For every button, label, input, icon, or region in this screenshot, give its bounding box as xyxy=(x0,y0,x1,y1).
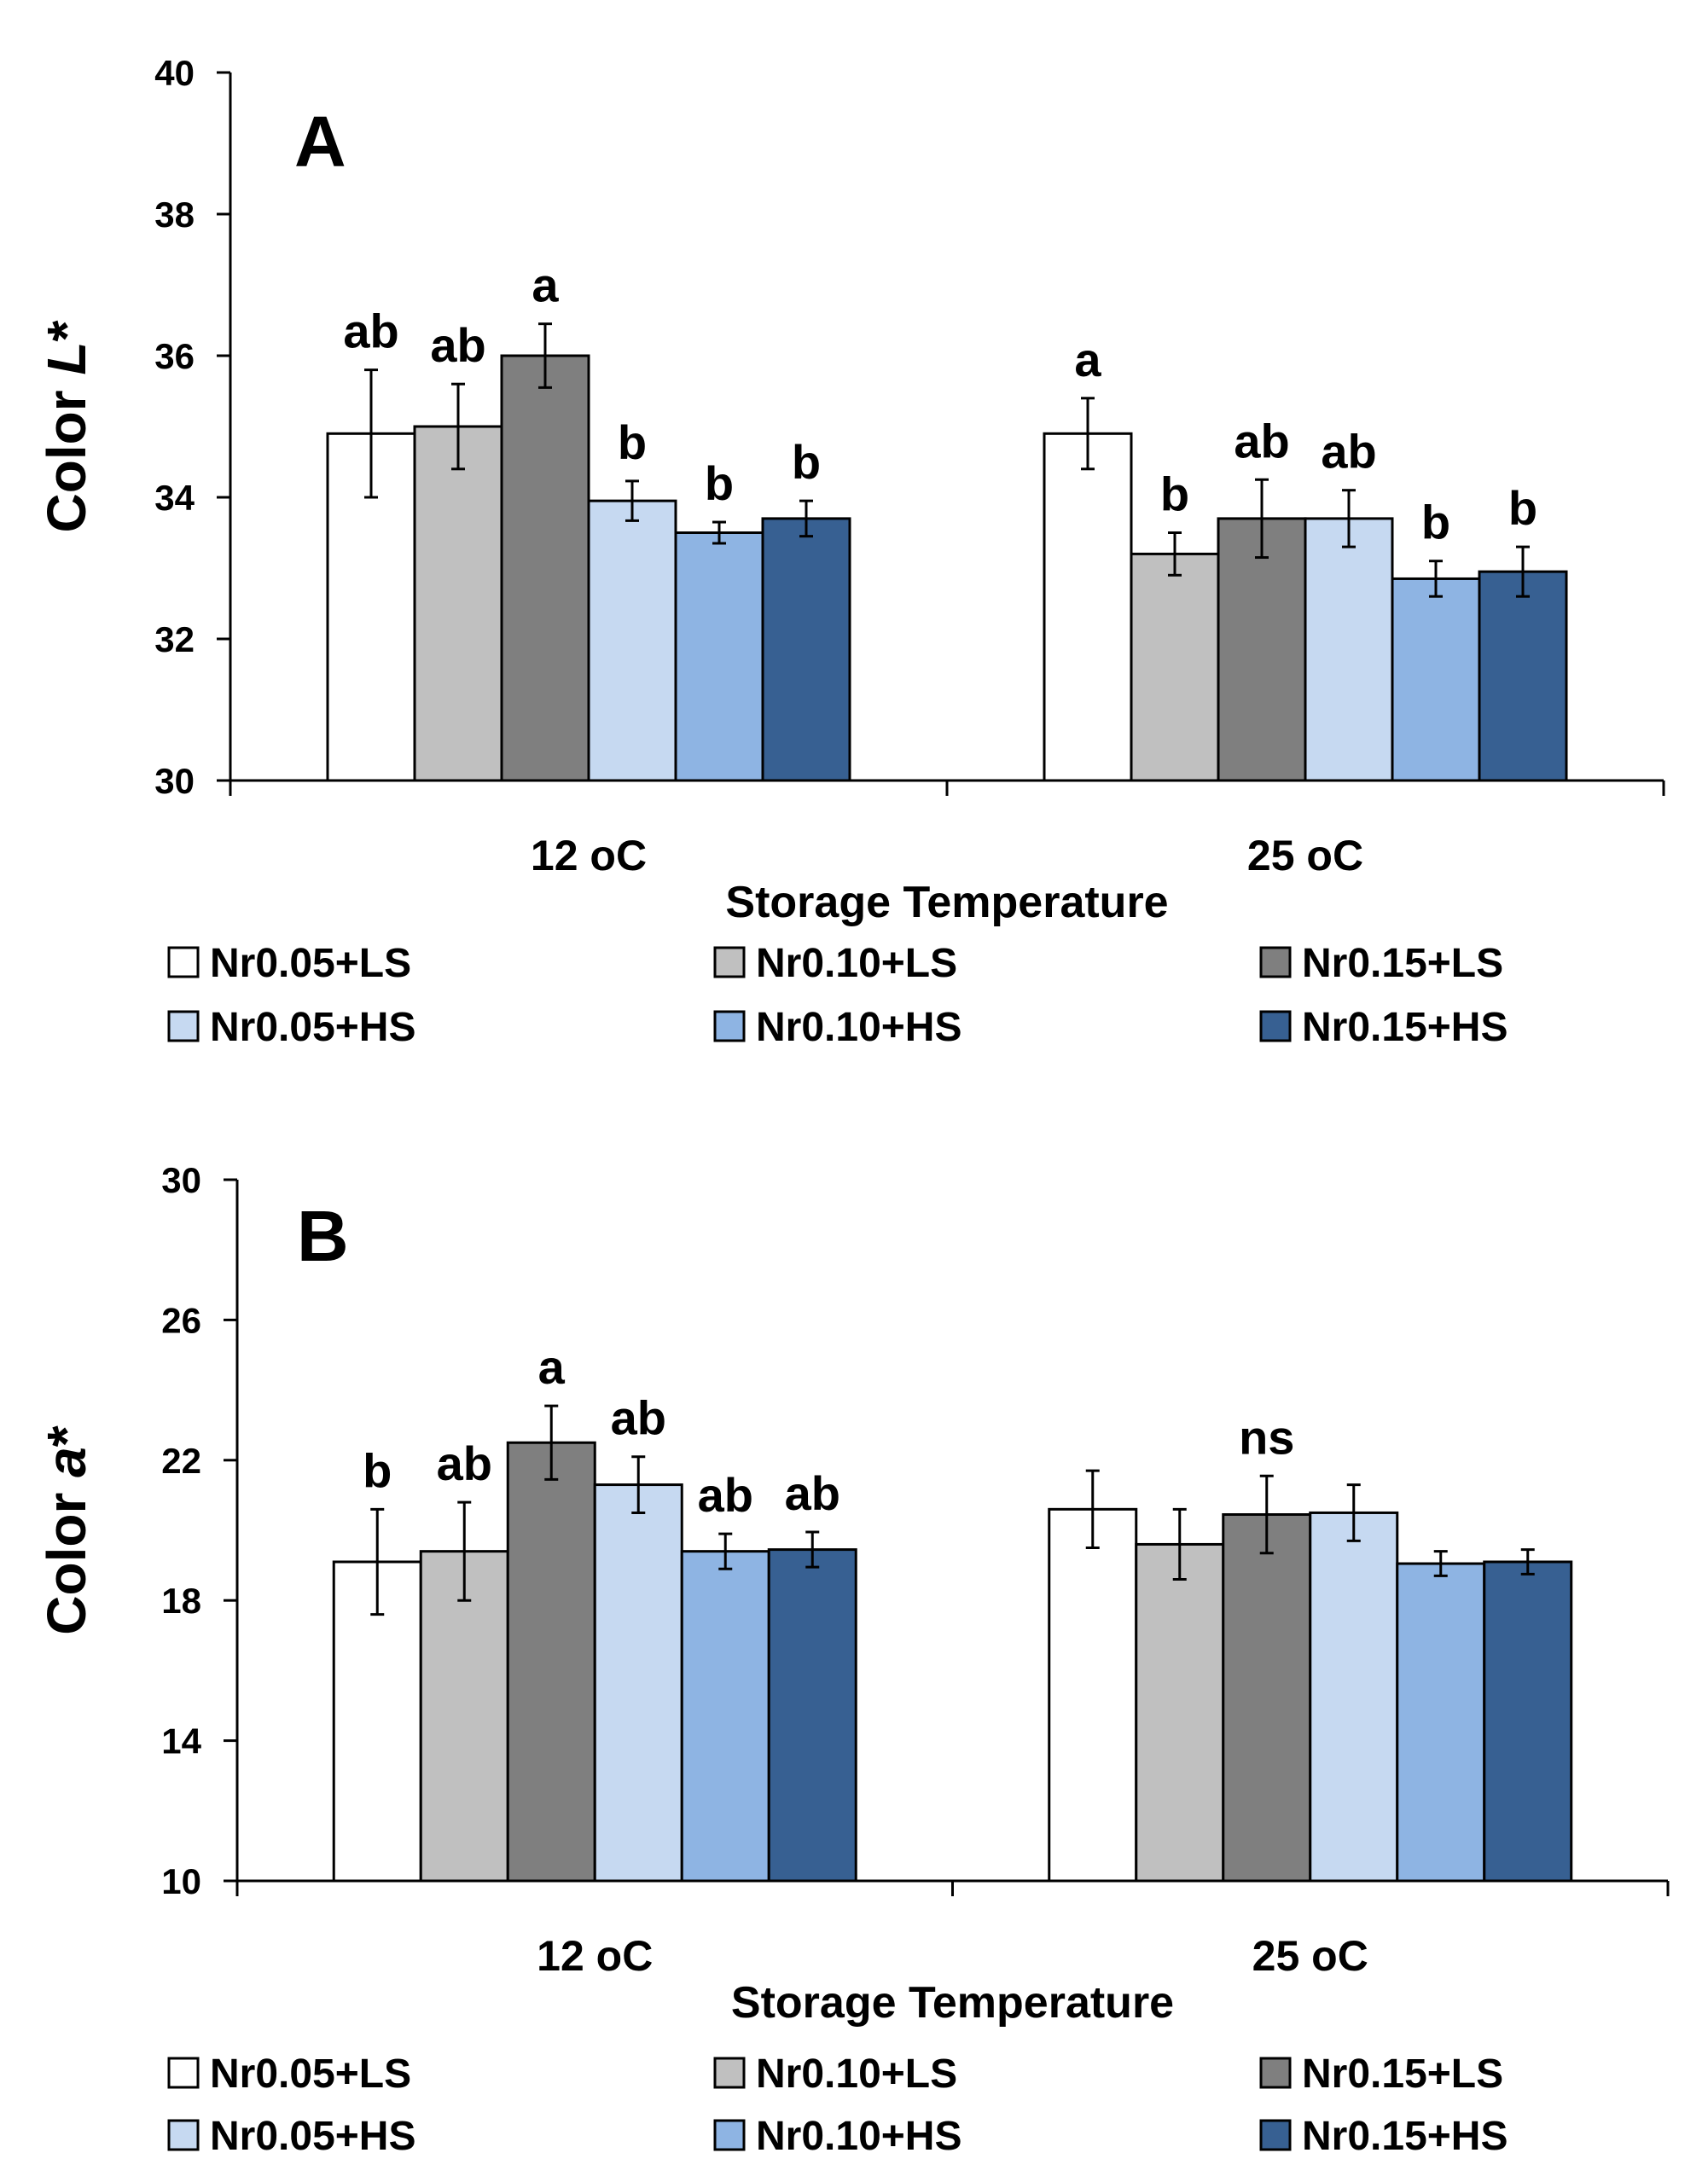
significance-label: ab xyxy=(698,1468,753,1522)
bar xyxy=(506,1441,596,1883)
y-axis-title-variable: a xyxy=(36,1447,97,1477)
legend-swatch xyxy=(167,946,200,978)
y-tick-label: 26 xyxy=(161,1300,201,1340)
y-axis-title-prefix: Color xyxy=(36,375,97,533)
bar xyxy=(419,1550,509,1883)
y-axis-title-suffix: * xyxy=(36,1425,97,1447)
legend-label: Nr0.15+LS xyxy=(1302,2051,1503,2097)
legend-swatch xyxy=(1259,2057,1292,2089)
bar xyxy=(1135,1542,1225,1883)
bar xyxy=(587,499,677,782)
significance-label: b xyxy=(618,415,647,469)
bar xyxy=(1222,1513,1312,1883)
y-axis-title-suffix: * xyxy=(36,320,97,341)
legend-label: Nr0.05+HS xyxy=(210,1005,415,1050)
bar xyxy=(1483,1560,1573,1883)
x-axis-title: Storage Temperature xyxy=(725,878,1168,927)
bar xyxy=(680,1550,770,1883)
bar xyxy=(674,531,764,782)
legend-label: Nr0.05+LS xyxy=(210,941,411,986)
significance-label: b xyxy=(1160,467,1189,521)
legend-swatch xyxy=(713,1010,746,1042)
legend-label: Nr0.10+HS xyxy=(756,2114,961,2159)
bar xyxy=(767,1548,857,1883)
legend-swatch xyxy=(1259,1010,1292,1042)
significance-label: b xyxy=(705,456,734,510)
legend-swatch xyxy=(1259,946,1292,978)
y-tick-label: 36 xyxy=(154,336,195,376)
y-tick-label: 14 xyxy=(161,1721,201,1761)
y-tick-label: 32 xyxy=(154,619,195,659)
legend-label: Nr0.10+LS xyxy=(756,2051,957,2097)
significance-label: b xyxy=(792,435,821,489)
bar xyxy=(1391,577,1481,782)
panel-label: B xyxy=(297,1196,349,1276)
legend-swatch xyxy=(167,2057,200,2089)
x-category-label: 12 oC xyxy=(531,832,647,879)
y-tick-label: 18 xyxy=(161,1581,201,1621)
significance-label: a xyxy=(1074,333,1101,386)
significance-label: b xyxy=(1508,481,1537,535)
y-tick-label: 34 xyxy=(154,478,195,518)
panel-label: A xyxy=(294,102,346,182)
significance-label: ab xyxy=(785,1466,840,1520)
legend-label: Nr0.05+HS xyxy=(210,2114,415,2159)
significance-label: ab xyxy=(1321,425,1376,479)
bar xyxy=(1130,552,1220,782)
bar xyxy=(1478,570,1568,782)
y-tick-label: 22 xyxy=(161,1441,201,1481)
significance-label: ns xyxy=(1239,1410,1294,1464)
legend-swatch xyxy=(713,2119,746,2151)
x-axis-title: Storage Temperature xyxy=(731,1978,1174,2028)
bar xyxy=(1309,1511,1399,1883)
y-tick-label: 40 xyxy=(154,53,195,93)
y-axis-title: Color L* xyxy=(36,320,97,532)
legend-swatch xyxy=(167,1010,200,1042)
legend-label: Nr0.15+LS xyxy=(1302,941,1503,986)
legend-swatch xyxy=(1259,2119,1292,2151)
y-axis-title-variable: L xyxy=(36,341,97,374)
y-tick-label: 10 xyxy=(161,1861,201,1901)
bar xyxy=(1304,517,1394,782)
legend-label: Nr0.15+HS xyxy=(1302,2114,1508,2159)
y-axis-title-prefix: Color xyxy=(36,1477,97,1635)
significance-label: b xyxy=(1421,496,1450,549)
significance-label: ab xyxy=(1234,414,1289,467)
bar xyxy=(1043,432,1133,782)
significance-label: ab xyxy=(343,305,398,358)
x-category-label: 25 oC xyxy=(1247,832,1363,879)
legend-swatch xyxy=(713,2057,746,2089)
bar xyxy=(761,517,851,782)
y-tick-label: 30 xyxy=(154,761,195,801)
legend-label: Nr0.05+LS xyxy=(210,2051,411,2097)
bar xyxy=(593,1483,683,1883)
y-tick-label: 38 xyxy=(154,194,195,235)
bar xyxy=(500,354,590,782)
legend-swatch xyxy=(167,2119,200,2151)
bar xyxy=(1048,1507,1138,1883)
bar xyxy=(1217,517,1307,782)
x-category-label: 25 oC xyxy=(1252,1932,1368,1980)
significance-label: a xyxy=(532,258,559,312)
significance-label: ab xyxy=(437,1436,492,1490)
legend-label: Nr0.10+LS xyxy=(756,941,957,986)
significance-label: ab xyxy=(611,1391,666,1445)
significance-label: a xyxy=(538,1340,566,1394)
legend-label: Nr0.15+HS xyxy=(1302,1005,1508,1050)
legend-swatch xyxy=(713,946,746,978)
y-axis-title: Color a* xyxy=(36,1425,97,1634)
y-tick-label: 30 xyxy=(161,1160,201,1200)
significance-label: b xyxy=(363,1443,392,1497)
bar xyxy=(413,425,503,782)
significance-label: ab xyxy=(430,318,485,372)
x-category-label: 12 oC xyxy=(537,1932,653,1980)
bar xyxy=(1396,1562,1486,1883)
legend-label: Nr0.10+HS xyxy=(756,1005,961,1050)
